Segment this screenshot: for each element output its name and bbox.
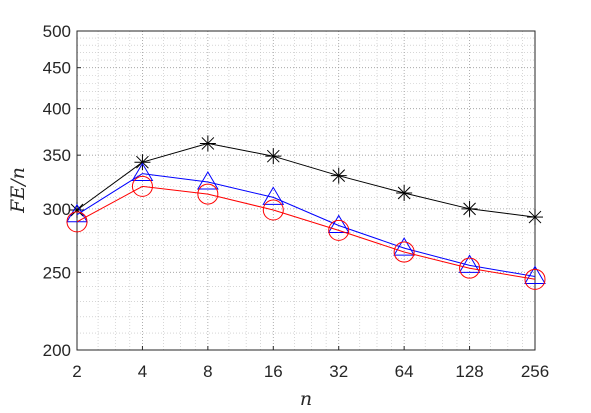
triangle-marker [524, 265, 546, 285]
y-tick-label: 450 [43, 59, 71, 78]
y-tick-label: 350 [43, 146, 71, 165]
asterisk-marker [134, 154, 151, 171]
circle-marker [524, 268, 546, 290]
x-tick-labels: 2 4 8 16 32 64 128 256 [72, 362, 549, 381]
triangle-marker [327, 214, 350, 233]
asterisk-stroke [332, 169, 346, 183]
x-tick-label: 16 [264, 362, 283, 381]
series-circle [66, 175, 546, 290]
triangle-marker [458, 254, 481, 273]
circle-marker [197, 183, 219, 205]
x-tick-label: 2 [72, 362, 81, 381]
asterisk-stroke [463, 202, 476, 216]
asterisk-marker [265, 148, 282, 165]
triangle-marker [393, 237, 416, 256]
plot-area [77, 31, 535, 350]
asterisk-stroke [528, 210, 542, 224]
asterisk-marker [396, 184, 413, 201]
y-tick-labels: 200 250 300 350 400 450 500 [43, 22, 71, 360]
y-tick-label: 250 [43, 263, 71, 282]
asterisk-marker [199, 135, 216, 152]
series-line [76, 173, 536, 277]
asterisk-stroke [266, 149, 280, 163]
series-asterisk [69, 135, 543, 226]
circle-marker [328, 219, 350, 241]
x-tick-label: 4 [138, 362, 147, 381]
asterisk-marker [527, 209, 543, 226]
plot-frame [76, 30, 536, 351]
triangle-marker [262, 186, 285, 205]
asterisk-stroke [136, 155, 149, 169]
circle-marker [131, 175, 153, 197]
circle-marker [262, 199, 284, 221]
triangle-marker [131, 162, 154, 182]
x-tick-label: 128 [455, 362, 483, 381]
asterisk-stroke [70, 203, 84, 217]
y-tick-label: 300 [43, 200, 71, 219]
asterisk-marker [330, 167, 347, 184]
series-triangle [66, 162, 546, 285]
x-axis-label: n [300, 388, 312, 410]
y-axis-label: FE/n [7, 167, 29, 214]
circle-marker [459, 257, 481, 279]
series-line [76, 142, 536, 218]
x-tick-label: 8 [203, 362, 212, 381]
asterisk-marker [69, 202, 85, 219]
y-tick-label: 400 [43, 100, 71, 119]
asterisk-marker [461, 200, 478, 217]
x-tick-label: 64 [395, 362, 414, 381]
series-layer [66, 135, 546, 290]
series-line [76, 185, 536, 280]
asterisk-stroke [201, 137, 215, 150]
x-tick-label: 32 [329, 362, 348, 381]
y-tick-label: 200 [43, 341, 71, 360]
asterisk-stroke [397, 186, 411, 200]
y-tick-label: 500 [43, 22, 71, 41]
x-tick-label: 256 [521, 362, 549, 381]
circle-marker [66, 211, 88, 233]
triangle-marker [196, 171, 219, 190]
circle-marker [393, 241, 415, 263]
